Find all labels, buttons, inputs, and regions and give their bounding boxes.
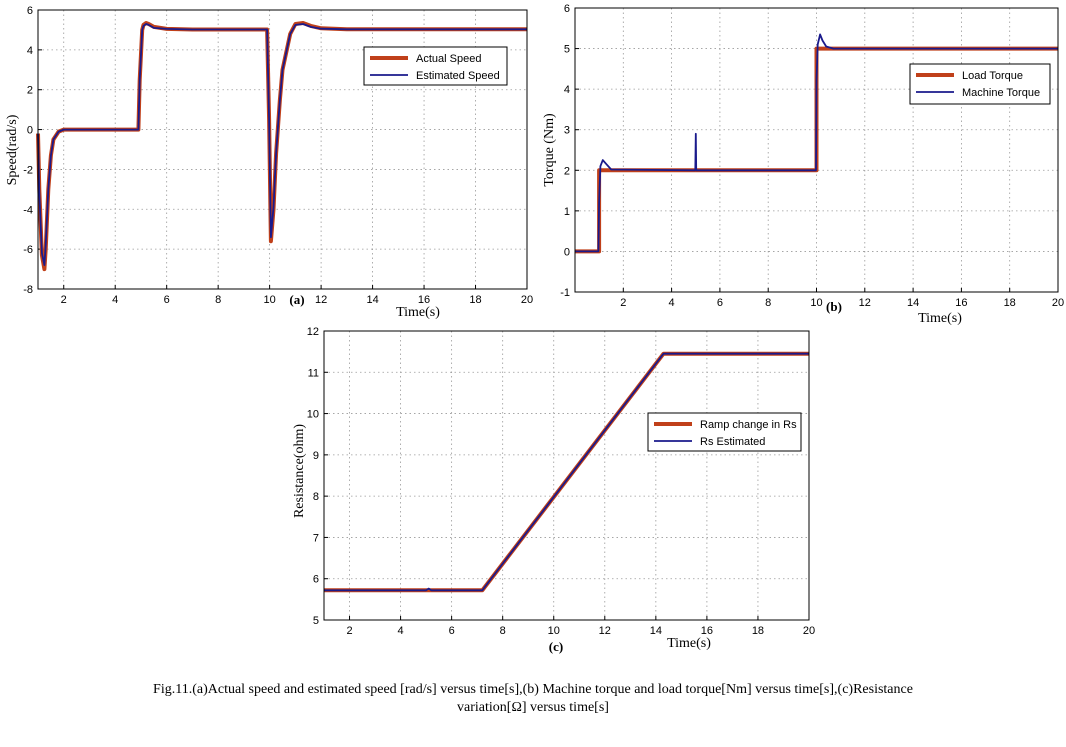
y-tick-label: 8	[313, 491, 319, 503]
y-tick-label: 6	[564, 3, 570, 15]
x-axis-label: Time(s)	[918, 311, 962, 326]
legend: Ramp change in Rs Rs Estimated	[647, 412, 802, 452]
x-tick-label: 16	[418, 294, 430, 306]
y-tick-label: 9	[313, 450, 319, 462]
panel-label: (b)	[826, 299, 842, 314]
y-tick-label: 4	[564, 84, 570, 96]
x-tick-label: 18	[1004, 297, 1016, 309]
x-tick-label: 14	[907, 297, 919, 309]
y-tick-label: 0	[564, 246, 570, 258]
plot-frame	[37, 9, 528, 290]
legend-label: Ramp change in Rs	[700, 419, 797, 431]
series-line-2	[324, 352, 809, 592]
y-tick-label: 5	[313, 615, 319, 627]
x-tick-label: 14	[650, 625, 662, 637]
y-tick-label: 4	[27, 45, 33, 57]
y-tick-label: 0	[27, 125, 33, 137]
legend-label: Machine Torque	[962, 87, 1040, 99]
y-axis-label: Torque (Nm)	[542, 113, 557, 187]
legend-box	[909, 63, 1051, 105]
y-tick-label: 1	[564, 206, 570, 218]
x-tick-label: 16	[955, 297, 967, 309]
x-tick-label: 6	[717, 297, 723, 309]
y-tick-label: 5	[564, 44, 570, 56]
plot-area	[324, 331, 809, 620]
y-tick-label: 3	[564, 125, 570, 137]
x-tick-label: 2	[620, 297, 626, 309]
y-tick-label: 11	[308, 367, 319, 379]
figure-caption: Fig.11.(a)Actual speed and estimated spe…	[0, 681, 1066, 717]
panel-label: (c)	[549, 639, 563, 654]
y-tick-label: 6	[313, 574, 319, 586]
x-tick-label: 20	[521, 294, 533, 306]
x-tick-label: 4	[112, 294, 118, 306]
y-tick-label: 12	[307, 326, 319, 338]
x-tick-label: 16	[701, 625, 713, 637]
x-tick-label: 12	[599, 625, 611, 637]
plot-frame	[574, 7, 1059, 293]
x-tick-label: 20	[803, 625, 815, 637]
x-tick-label: 14	[366, 294, 378, 306]
x-tick-label: 10	[810, 297, 822, 309]
legend-box	[363, 46, 508, 86]
x-tick-label: 18	[469, 294, 481, 306]
x-tick-label: 8	[215, 294, 221, 306]
y-tick-label: -6	[23, 244, 33, 256]
x-tick-label: 2	[61, 294, 67, 306]
x-tick-label: 4	[398, 625, 404, 637]
y-tick-label: 7	[313, 532, 319, 544]
legend-label: Estimated Speed	[416, 70, 500, 82]
chart-panel-3: 2 4 6 8 10 12 14 16 18 20 5 6 7 8 9 10 11 12 Ramp change i…	[292, 326, 815, 654]
caption-line-1: Fig.11.(a)Actual speed and estimated spe…	[153, 682, 913, 697]
x-tick-label: 8	[500, 625, 506, 637]
legend: Actual Speed Estimated Speed	[363, 46, 508, 86]
legend-box	[647, 412, 802, 452]
legend-label: Load Torque	[962, 70, 1023, 82]
series-line-2	[37, 23, 527, 267]
y-tick-label: -1	[560, 287, 570, 299]
y-axis-label: Resistance(ohm)	[292, 424, 307, 518]
x-axis-label: Time(s)	[396, 305, 440, 320]
y-tick-label: 2	[27, 85, 33, 97]
x-tick-label: 6	[449, 625, 455, 637]
chart-panel-1: 2 4 6 8 10 12 14 16 18 20 -8 -6 -4 -2 0 2 4 6 Actual Speed…	[5, 5, 533, 320]
series-line-2	[575, 33, 1058, 253]
x-axis-label: Time(s)	[667, 636, 711, 651]
y-tick-label: 10	[307, 409, 319, 421]
x-tick-label: 4	[669, 297, 675, 309]
legend-label: Rs Estimated	[700, 436, 765, 448]
x-tick-label: 18	[752, 625, 764, 637]
y-tick-label: -2	[23, 164, 33, 176]
x-tick-label: 12	[315, 294, 327, 306]
y-tick-label: 6	[27, 5, 33, 17]
y-tick-label: -8	[23, 284, 33, 296]
y-axis-label: Speed(rad/s)	[5, 114, 20, 185]
legend: Load Torque Machine Torque	[909, 63, 1051, 105]
x-tick-label: 6	[164, 294, 170, 306]
y-tick-label: 2	[564, 165, 570, 177]
x-tick-label: 12	[859, 297, 871, 309]
x-tick-label: 10	[264, 294, 276, 306]
x-tick-label: 10	[548, 625, 560, 637]
caption-line-2: variation[Ω] versus time[s]	[457, 700, 609, 715]
panel-label: (a)	[289, 292, 304, 307]
legend-label: Actual Speed	[416, 53, 481, 65]
x-tick-label: 8	[765, 297, 771, 309]
y-tick-label: -4	[23, 204, 33, 216]
x-tick-label: 20	[1052, 297, 1064, 309]
plot-frame	[323, 330, 810, 621]
x-tick-label: 2	[346, 625, 352, 637]
